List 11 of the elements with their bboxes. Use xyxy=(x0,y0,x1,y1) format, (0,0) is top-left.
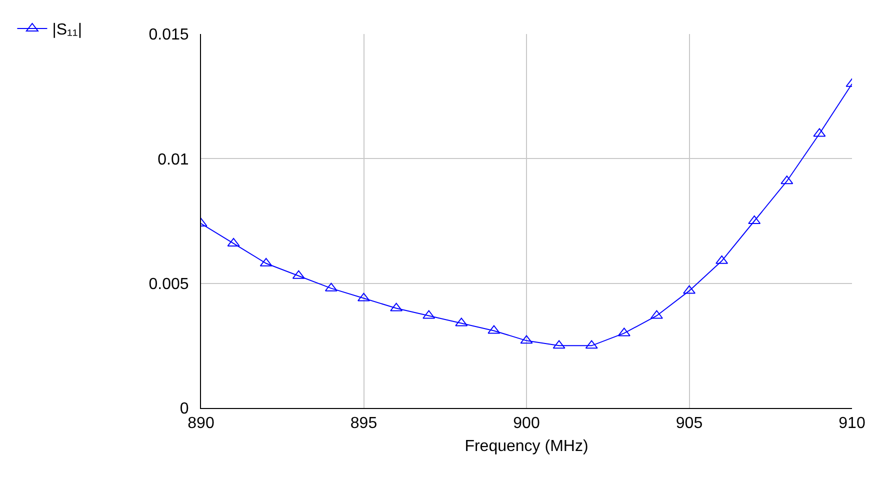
x-tick-label: 895 xyxy=(350,415,378,432)
x-tick-label: 905 xyxy=(676,415,703,432)
x-tick-label: 890 xyxy=(188,415,214,432)
y-tick-label: 0 xyxy=(180,400,189,418)
y-tick-label: 0.005 xyxy=(148,276,189,293)
x-axis-title: Frequency (MHz) xyxy=(464,438,588,455)
x-tick-label: 910 xyxy=(838,415,866,432)
y-tick-label: 0.01 xyxy=(158,151,189,168)
y-tick-label: 0.015 xyxy=(148,26,189,44)
x-tick-label: 900 xyxy=(513,415,540,432)
legend-label: |S₁₁| xyxy=(52,22,82,39)
